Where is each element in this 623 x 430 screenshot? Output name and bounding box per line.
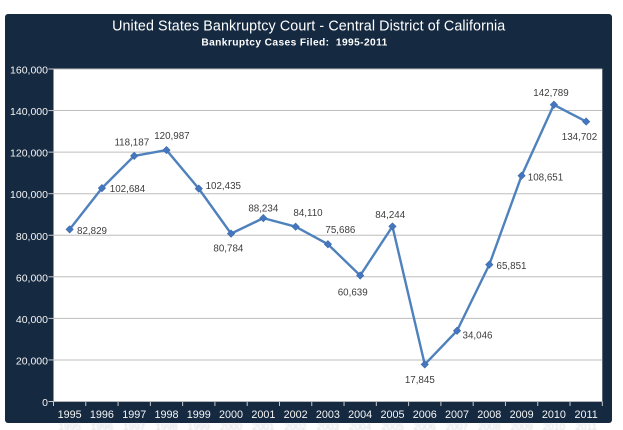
svg-text:84,110: 84,110 bbox=[293, 208, 323, 219]
svg-text:2011: 2011 bbox=[575, 409, 598, 421]
svg-text:2010: 2010 bbox=[543, 422, 566, 430]
svg-text:40,000: 40,000 bbox=[16, 314, 48, 326]
svg-text:2003: 2003 bbox=[317, 422, 340, 430]
svg-text:2006: 2006 bbox=[413, 409, 437, 421]
svg-text:1998: 1998 bbox=[154, 409, 178, 421]
svg-text:2001: 2001 bbox=[252, 422, 275, 430]
svg-text:2002: 2002 bbox=[284, 409, 308, 421]
svg-text:34,046: 34,046 bbox=[463, 331, 494, 342]
svg-text:80,784: 80,784 bbox=[213, 243, 244, 254]
svg-text:102,435: 102,435 bbox=[206, 181, 242, 192]
svg-text:102,684: 102,684 bbox=[110, 184, 146, 195]
svg-text:1995: 1995 bbox=[59, 422, 82, 430]
svg-text:2009: 2009 bbox=[510, 422, 533, 430]
svg-text:1997: 1997 bbox=[122, 409, 146, 421]
svg-text:60,639: 60,639 bbox=[338, 288, 368, 299]
svg-text:2009: 2009 bbox=[510, 409, 534, 421]
svg-text:65,851: 65,851 bbox=[497, 261, 527, 272]
svg-text:2007: 2007 bbox=[445, 409, 469, 421]
svg-text:1999: 1999 bbox=[187, 409, 211, 421]
svg-text:2011: 2011 bbox=[575, 422, 597, 430]
svg-text:60,000: 60,000 bbox=[16, 272, 48, 284]
svg-text:100,000: 100,000 bbox=[10, 189, 48, 201]
svg-text:Bankruptcy Cases Filed: 1995-: Bankruptcy Cases Filed: 1995-2011 bbox=[201, 37, 387, 48]
svg-text:88,234: 88,234 bbox=[248, 204, 279, 215]
svg-text:84,244: 84,244 bbox=[375, 210, 406, 221]
svg-text:2003: 2003 bbox=[316, 409, 340, 421]
svg-text:142,789: 142,789 bbox=[533, 88, 568, 99]
svg-text:2007: 2007 bbox=[446, 422, 469, 430]
svg-text:2004: 2004 bbox=[349, 422, 372, 430]
svg-text:0: 0 bbox=[42, 397, 48, 409]
svg-text:2005: 2005 bbox=[381, 422, 404, 430]
svg-text:2008: 2008 bbox=[478, 422, 501, 430]
svg-text:1997: 1997 bbox=[123, 422, 146, 430]
svg-text:120,987: 120,987 bbox=[154, 131, 189, 142]
svg-text:2000: 2000 bbox=[219, 409, 243, 421]
svg-text:2004: 2004 bbox=[348, 409, 372, 421]
svg-text:2008: 2008 bbox=[477, 409, 501, 421]
svg-text:80,000: 80,000 bbox=[16, 231, 48, 243]
svg-text:17,845: 17,845 bbox=[405, 375, 436, 386]
svg-text:134,702: 134,702 bbox=[562, 132, 597, 143]
svg-text:2002: 2002 bbox=[284, 422, 307, 430]
svg-text:2000: 2000 bbox=[220, 422, 243, 430]
svg-text:75,686: 75,686 bbox=[325, 225, 356, 236]
svg-text:1996: 1996 bbox=[91, 422, 114, 430]
svg-text:20,000: 20,000 bbox=[16, 355, 48, 367]
svg-text:108,651: 108,651 bbox=[528, 172, 563, 183]
svg-text:82,829: 82,829 bbox=[77, 226, 107, 237]
svg-text:2006: 2006 bbox=[414, 422, 437, 430]
svg-text:120,000: 120,000 bbox=[10, 148, 48, 160]
svg-text:1999: 1999 bbox=[188, 422, 211, 430]
svg-text:2005: 2005 bbox=[380, 409, 404, 421]
svg-text:118,187: 118,187 bbox=[114, 138, 149, 149]
svg-text:2010: 2010 bbox=[542, 409, 566, 421]
svg-text:1995: 1995 bbox=[58, 409, 82, 421]
svg-text:2001: 2001 bbox=[251, 409, 275, 421]
svg-text:140,000: 140,000 bbox=[10, 106, 48, 118]
svg-text:160,000: 160,000 bbox=[10, 65, 48, 77]
svg-text:1996: 1996 bbox=[90, 409, 114, 421]
svg-text:1998: 1998 bbox=[155, 422, 178, 430]
svg-text:United States Bankruptcy Court: United States Bankruptcy Court - Central… bbox=[112, 18, 505, 34]
